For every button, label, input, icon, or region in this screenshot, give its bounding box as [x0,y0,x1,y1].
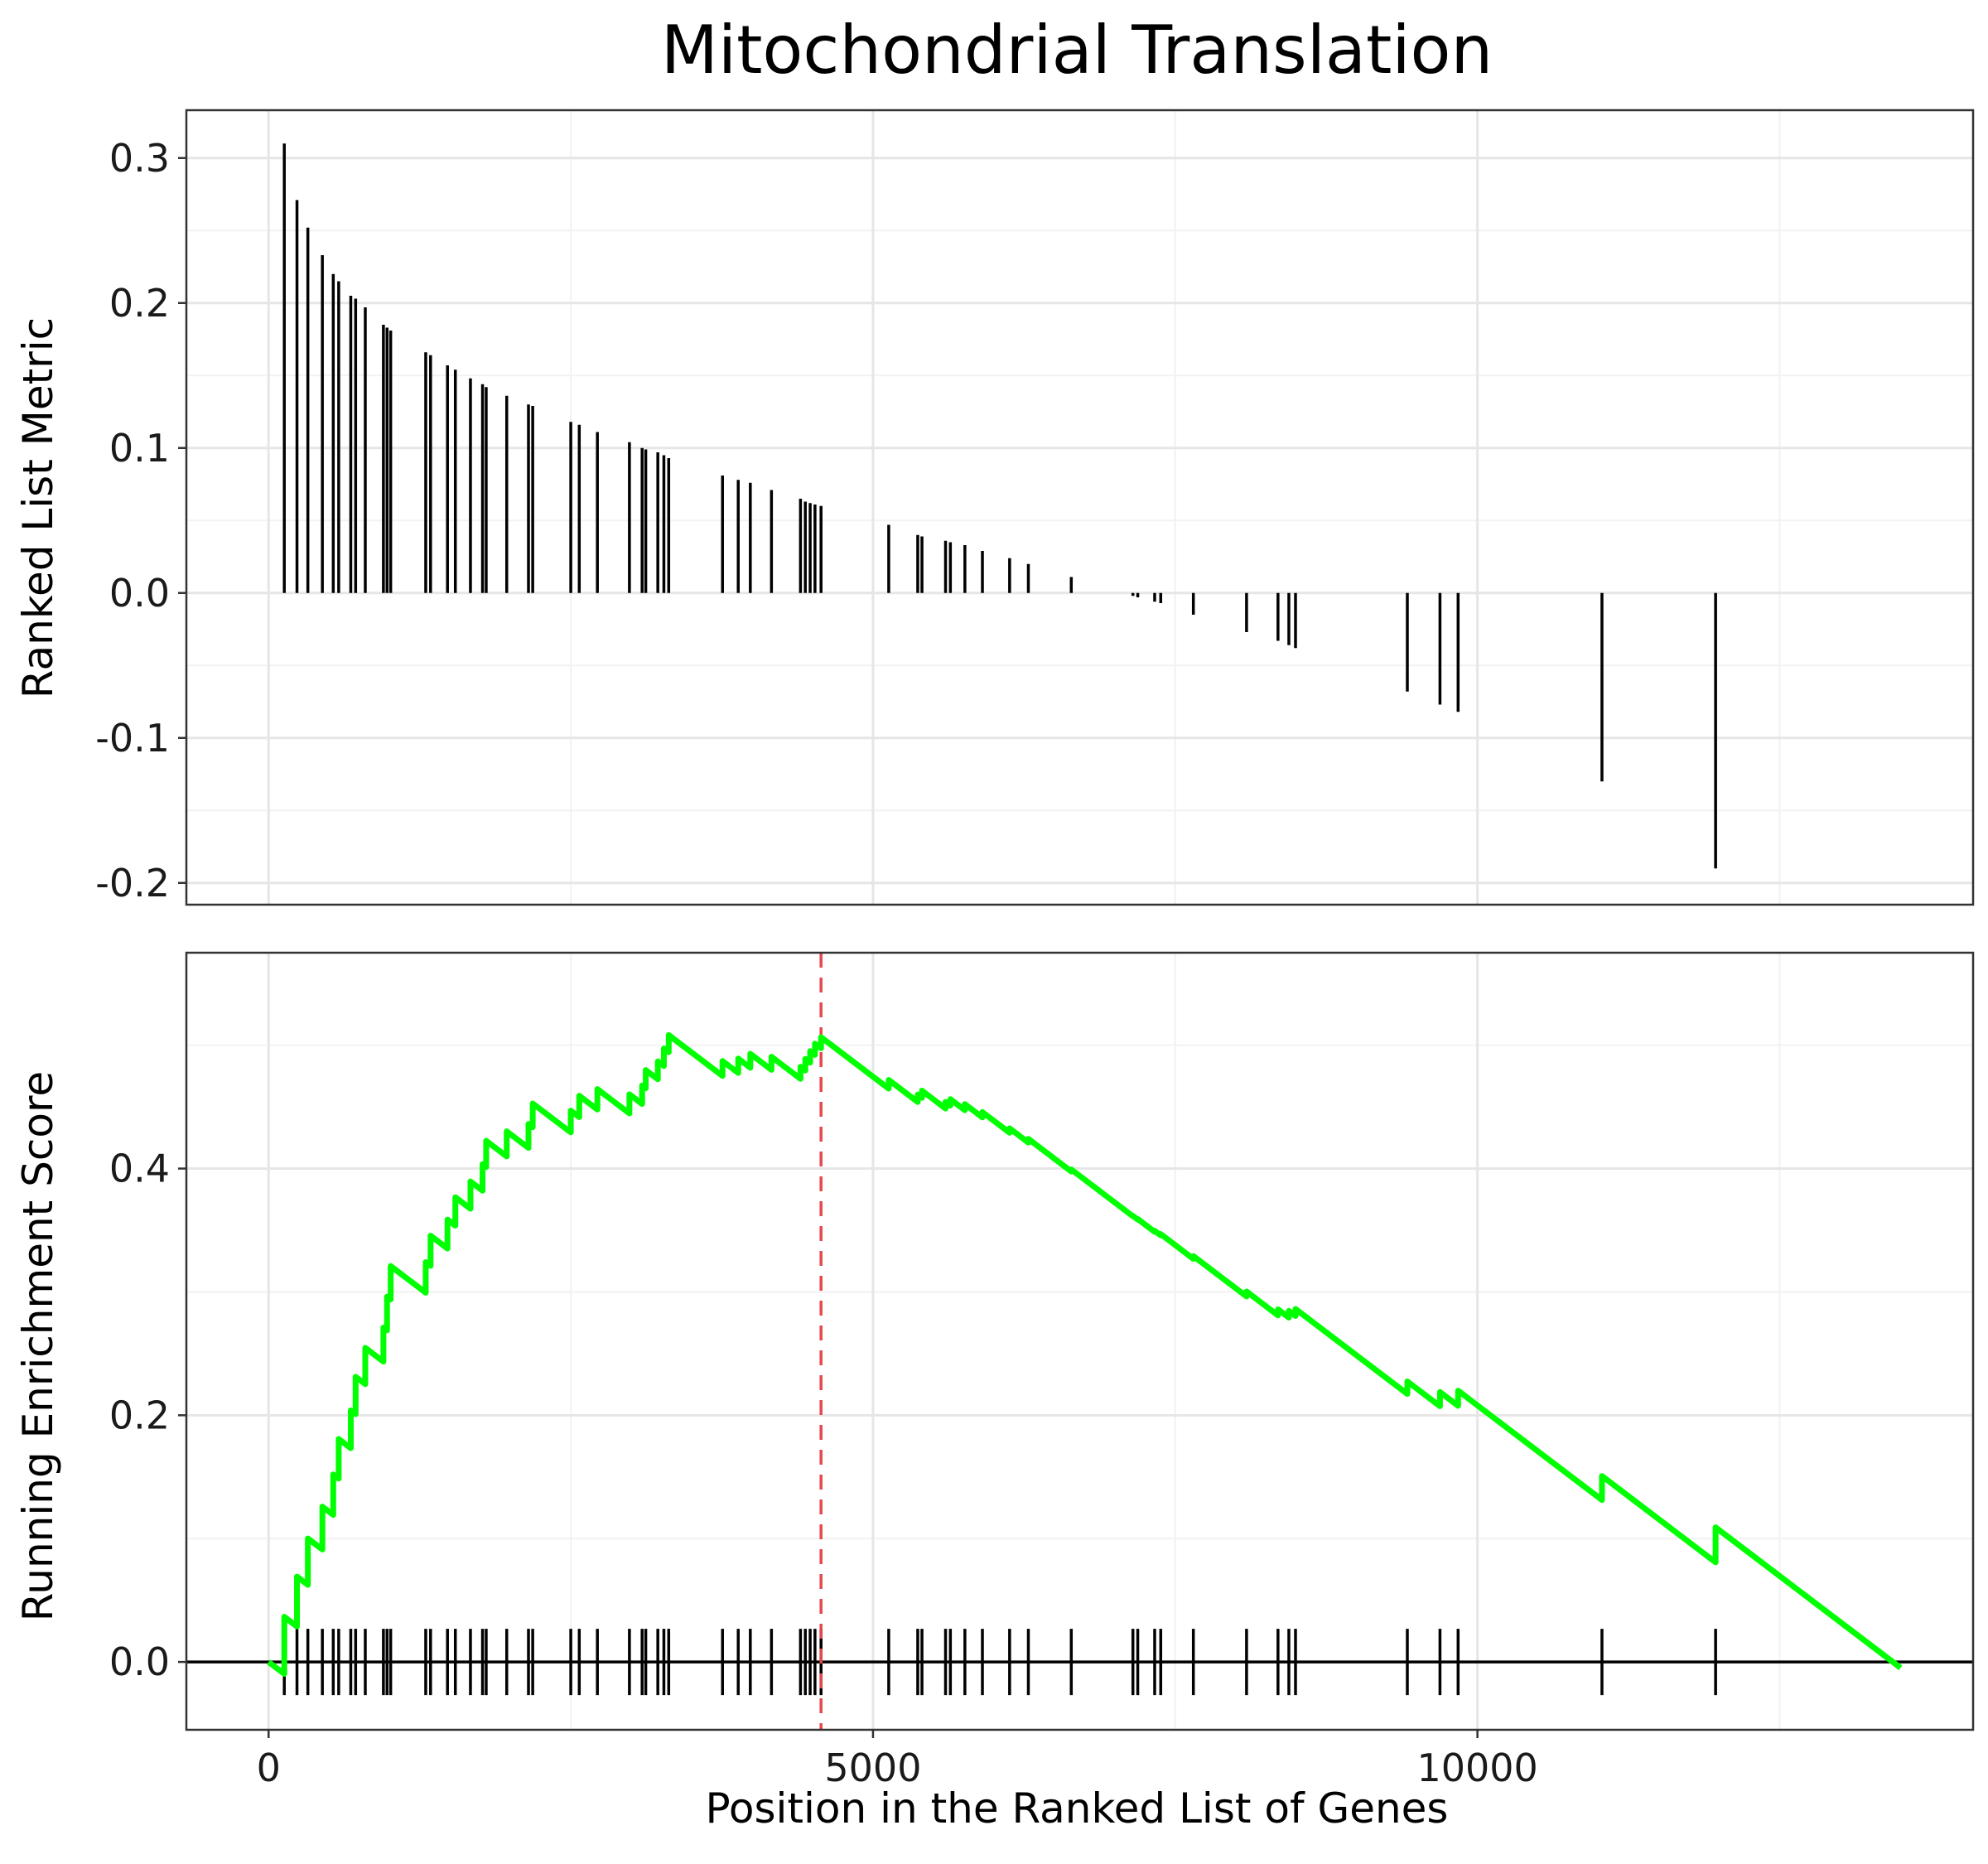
running-score-panel: 0.0 0.2 0.4 0 5000 10000 [109,951,1975,1790]
top-y-tick-label: 0.3 [109,136,170,181]
bottom-y-axis-label: Running Enrichment Score [14,1071,62,1621]
top-y-tick-label: -0.2 [95,861,170,905]
ranked-metric-panel: -0.2 -0.1 0.0 0.1 0.2 0.3 [95,109,1975,906]
bottom-y-tick-label: 0.0 [109,1639,170,1684]
chart-title: Mitochondrial Translation [661,12,1493,89]
top-y-tick-label: 0.0 [109,571,170,616]
top-y-tick-label: 0.2 [109,281,170,326]
bottom-panel-border [185,951,1975,1731]
bottom-y-tick-label: 0.2 [109,1393,170,1437]
top-y-tick-label: 0.1 [109,426,170,471]
running-score-line [267,1031,1903,1678]
bottom-y-tick-label: 0.4 [109,1147,170,1191]
top-panel-border [185,109,1975,906]
x-tick-label: 5000 [824,1746,921,1790]
x-tick-label: 0 [257,1746,281,1790]
top-y-axis-label: Ranked List Metric [14,317,62,698]
top-y-tick-label: -0.1 [95,716,170,761]
x-tick-label: 10000 [1416,1746,1537,1790]
x-axis-label: Position in the Ranked List of Genes [706,1784,1449,1833]
